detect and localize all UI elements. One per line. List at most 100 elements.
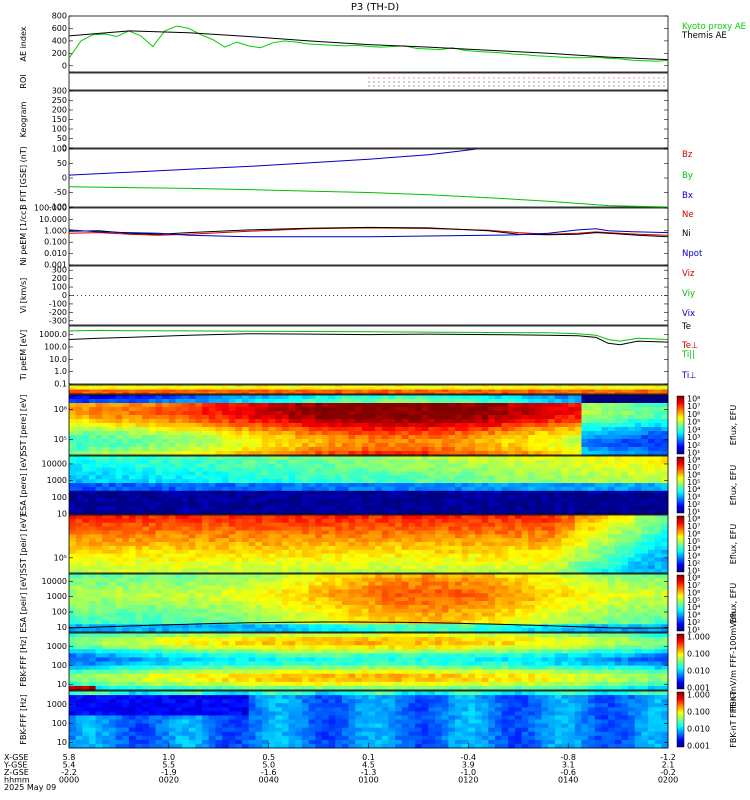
heatmap-cell (501, 423, 509, 428)
heatmap-cell (122, 538, 130, 543)
heatmap-cell (355, 459, 363, 465)
heatmap-cell (262, 459, 270, 465)
heatmap-cell (82, 593, 90, 598)
heatmap-cell (168, 456, 176, 461)
heatmap-cell (448, 463, 456, 468)
heatmap-cell (561, 565, 569, 570)
heatmap-cell (401, 395, 409, 400)
heatmap-cell (88, 561, 97, 566)
heatmap-cell (614, 467, 622, 472)
heatmap-cell (295, 415, 303, 420)
heatmap-cell (568, 463, 576, 468)
heatmap-cell (288, 419, 296, 424)
heatmap-cell (341, 506, 349, 511)
heatmap-cell (142, 585, 150, 590)
heatmap-cell (175, 589, 183, 594)
heatmap-cell (568, 389, 576, 393)
heatmap-cell (215, 451, 223, 456)
heatmap-cell (255, 494, 263, 499)
heatmap-cell (661, 549, 669, 555)
heatmap-cell (315, 419, 323, 424)
heatmap-cell (148, 419, 156, 424)
heatmap-cell (448, 479, 456, 484)
heatmap-cell (75, 399, 83, 404)
heatmap-cell (435, 467, 443, 472)
heatmap-cell (215, 589, 223, 594)
heatmap-cell (648, 510, 656, 515)
heatmap-cell (321, 423, 329, 428)
heatmap-cell (108, 435, 116, 440)
heatmap-cell (95, 581, 103, 586)
heatmap-cell (195, 538, 203, 543)
heatmap-cell (428, 471, 436, 476)
heatmap-cell (435, 385, 443, 388)
heatmap-cell (255, 553, 263, 558)
heatmap-cell (162, 538, 170, 543)
heatmap-cell (175, 389, 183, 393)
heatmap-cell (75, 459, 83, 465)
heatmap-cell (455, 486, 463, 492)
heatmap-cell (182, 490, 190, 496)
heatmap-cell (388, 423, 396, 428)
heatmap-cell (461, 569, 469, 574)
heatmap-cell (82, 515, 90, 520)
heatmap-cell (281, 419, 290, 424)
heatmap-cell (88, 553, 97, 558)
heatmap-cell (222, 431, 230, 436)
heatmap-cell (574, 435, 582, 440)
heatmap-cell (514, 475, 522, 480)
heatmap-cell (321, 415, 329, 420)
heatmap-cell (142, 616, 150, 621)
heatmap-cell (102, 475, 110, 480)
heatmap-cell (521, 542, 529, 547)
heatmap-cell (588, 456, 596, 461)
heatmap-cell (281, 542, 290, 547)
heatmap-cell (122, 411, 130, 416)
heatmap-cell (242, 385, 250, 388)
heatmap-cell (208, 577, 216, 583)
heatmap-cell (648, 565, 656, 570)
heatmap-cell (554, 456, 562, 461)
heatmap-cell (621, 385, 629, 388)
heatmap-cell (395, 486, 403, 492)
heatmap-cell (168, 515, 176, 520)
heatmap-cell (148, 403, 156, 408)
heatmap-cell (195, 608, 203, 614)
heatmap-cell (155, 597, 163, 602)
heatmap-cell (315, 522, 323, 527)
heatmap-cell (455, 502, 463, 507)
heatmap-cell (554, 490, 562, 496)
heatmap-cell (488, 518, 496, 524)
heatmap-cell (308, 427, 316, 432)
heatmap-cell (301, 415, 309, 420)
heatmap-cell (528, 561, 536, 566)
heatmap-cell (461, 534, 469, 539)
heatmap-cell (628, 399, 636, 404)
heatmap-cell (202, 399, 210, 404)
heatmap-cell (501, 565, 509, 570)
heatmap-cell (188, 534, 196, 539)
heatmap-cell (421, 483, 429, 488)
heatmap-cell (208, 545, 216, 551)
heatmap-cell (262, 471, 270, 476)
heatmap-cell (521, 419, 529, 424)
heatmap-cell (395, 569, 403, 574)
heatmap-cell (428, 526, 436, 531)
heatmap-cell (361, 561, 369, 566)
heatmap-cell (448, 456, 456, 461)
heatmap-cell (368, 498, 376, 503)
heatmap-cell (295, 479, 303, 484)
heatmap-cell (95, 451, 103, 456)
heatmap-cell (435, 419, 443, 424)
heatmap-cell (494, 407, 503, 412)
heatmap-cell (235, 451, 243, 456)
heatmap-cell (428, 447, 436, 452)
heatmap-cell (281, 427, 290, 432)
heatmap-cell (202, 451, 210, 456)
heatmap-cell (222, 530, 230, 535)
heatmap-cell (195, 515, 203, 520)
heatmap-10 (69, 515, 669, 574)
heatmap-cell (268, 456, 276, 461)
heatmap-cell (628, 395, 636, 400)
